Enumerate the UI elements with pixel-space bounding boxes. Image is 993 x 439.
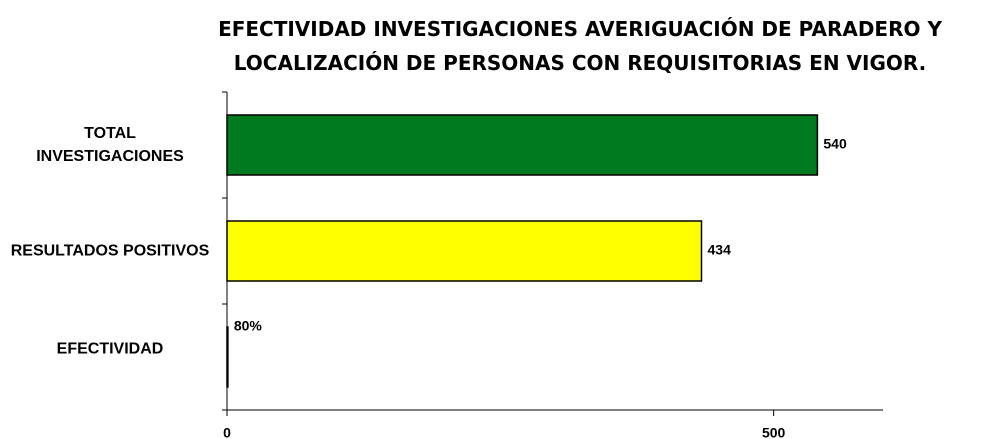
x-tick-label: 0 [223, 425, 231, 439]
category-label: EFECTIVIDAD [56, 340, 164, 358]
category-label: RESULTADOS POSITIVOS [10, 242, 210, 260]
data-label: 434 [708, 242, 732, 258]
x-tick-label: 500 [762, 425, 786, 439]
bar [226, 220, 703, 282]
chart-title: EFECTIVIDAD INVESTIGACIONES AVERIGUACIÓN… [218, 17, 942, 75]
data-label: 80% [234, 318, 263, 334]
bar [226, 114, 819, 176]
data-label: 540 [823, 136, 847, 152]
bar [226, 326, 229, 388]
category-label: TOTAL INVESTIGACIONES [36, 125, 184, 165]
